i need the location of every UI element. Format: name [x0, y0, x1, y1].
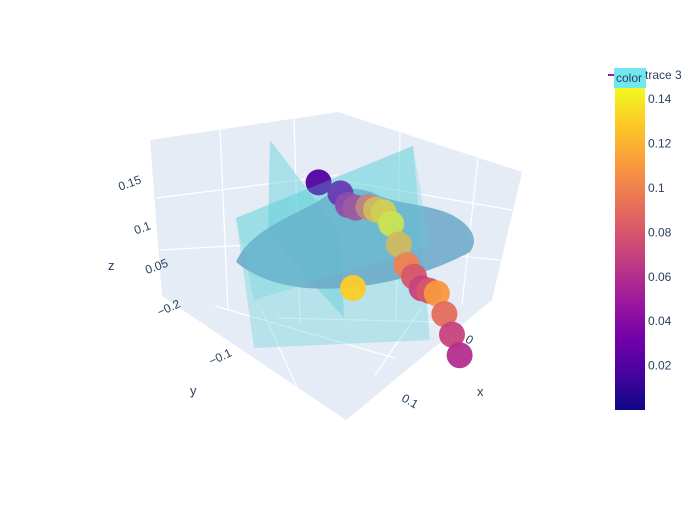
colorbar-tick-label: 0.08 — [648, 225, 672, 239]
colorbar-bar — [615, 88, 645, 410]
x-tick-label: 0.1 — [399, 391, 421, 412]
legend[interactable]: trace 3 — [608, 68, 682, 82]
grid-line — [337, 179, 513, 211]
scatter-point — [340, 275, 366, 301]
grid-line — [261, 309, 306, 406]
z-tick-label: 0.15 — [116, 172, 143, 193]
z-tick-label: 0.1 — [132, 218, 153, 237]
scatter-point — [305, 169, 332, 196]
colorbar-tick-label: 0.06 — [648, 270, 672, 284]
colorbar-tick-label: 0.14 — [648, 92, 672, 106]
colorbar-tick-label: 0.04 — [648, 314, 672, 328]
colorbar-title: color — [616, 71, 642, 85]
legend-entry[interactable]: trace 3 — [645, 68, 682, 82]
z-axis-title: z — [108, 258, 115, 273]
colorbar-tick-label: 0.12 — [648, 137, 672, 151]
colorbar-title-bg — [614, 68, 646, 88]
y-tick-label: −0.1 — [207, 345, 235, 368]
scatter-point — [439, 321, 465, 348]
colorbar-ticks: 0.02 0.04 0.06 0.08 0.1 0.12 0.14 — [648, 92, 672, 372]
y-axis-title: y — [190, 383, 197, 398]
planes-front — [236, 146, 430, 300]
scatter-point — [431, 301, 458, 327]
scatter-markers — [305, 169, 473, 369]
grid-line — [374, 309, 421, 376]
plane-front — [236, 146, 430, 300]
x-axis-title: x — [477, 384, 484, 399]
grid-lines — [155, 117, 513, 406]
grid-line — [277, 317, 441, 323]
colorbar-tick-label: 0.02 — [648, 359, 672, 373]
colorbar[interactable]: color 0.02 0.04 0.06 0.08 0.1 0.12 0.14 — [614, 68, 672, 410]
scatter-point — [423, 280, 450, 307]
colorbar-tick-label: 0.1 — [648, 181, 665, 195]
grid-line — [219, 127, 229, 311]
scatter-point — [378, 210, 405, 237]
grid-line — [214, 305, 396, 359]
scatter-point — [446, 342, 473, 369]
scatter-point — [385, 231, 412, 258]
floor-pane — [162, 296, 492, 420]
